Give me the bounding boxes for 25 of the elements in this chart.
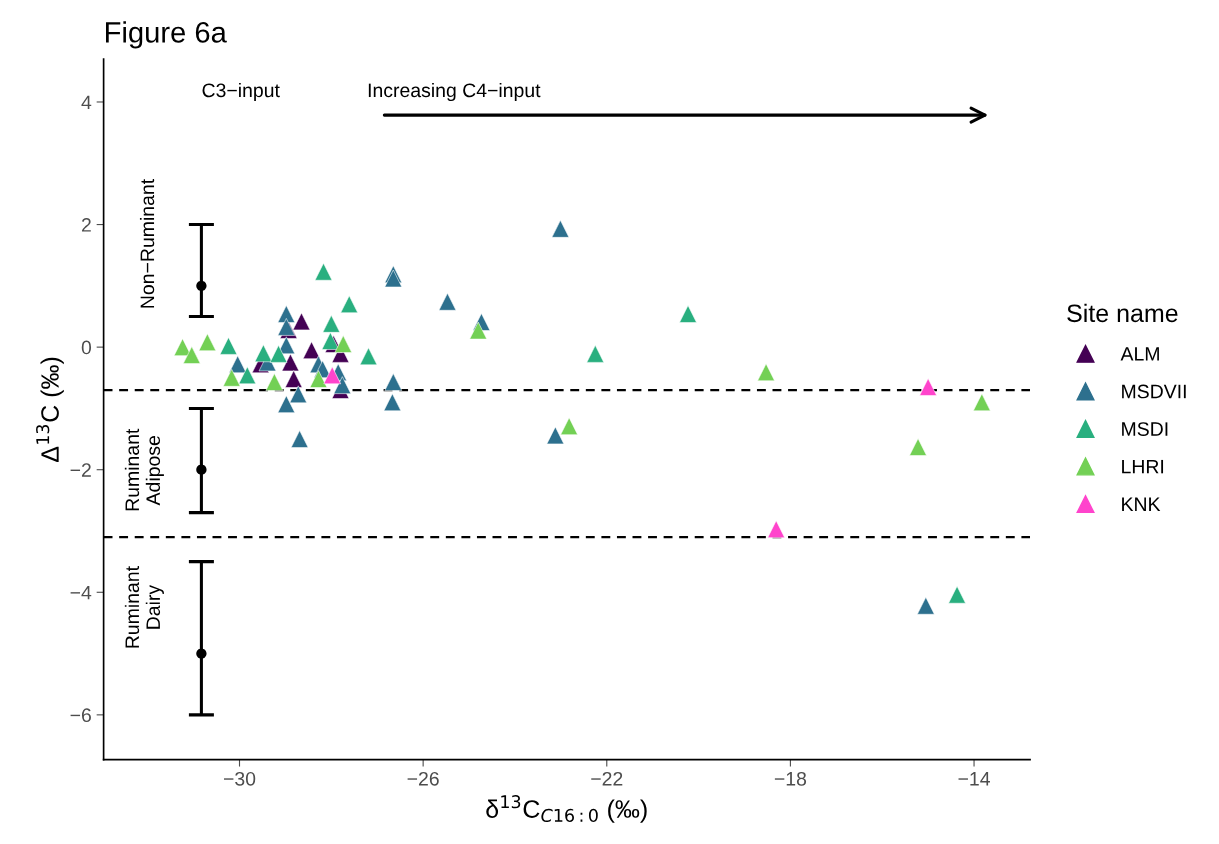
legend-label: MSDI <box>1122 422 1168 436</box>
y-tick-label: 4 <box>81 95 92 110</box>
y-tick-label: −2 <box>70 463 91 477</box>
y-tick-label: 2 <box>81 218 91 232</box>
x-axis-title: δ$^{13}$C$_{C16:0}$ (‰) <box>486 795 647 823</box>
chart-title: Figure 6a <box>106 21 227 49</box>
annotation: Ruminant Adipose <box>124 428 164 511</box>
x-tick-label: −26 <box>407 771 439 786</box>
x-tick-label: −14 <box>958 772 990 786</box>
legend-label: LHRI <box>1122 459 1164 474</box>
legend-label: KNK <box>1122 497 1161 511</box>
y-axis-title: Δ$^{13}$C (‰) <box>36 357 64 462</box>
annotation: Non−Ruminant <box>139 179 155 308</box>
y-tick-label: −4 <box>70 585 92 600</box>
annotation: Ruminant Dairy <box>124 566 164 648</box>
legend-title: Site name <box>1067 303 1178 323</box>
legend-label: ALM <box>1120 347 1159 361</box>
annotation: C3−input <box>202 82 280 102</box>
x-tick-label: −30 <box>223 771 256 786</box>
x-tick-label: −22 <box>591 771 623 786</box>
annotation: Increasing C4−input <box>368 82 541 102</box>
y-tick-label: 0 <box>81 340 92 355</box>
y-tick-label: −6 <box>70 708 91 723</box>
x-tick-label: −18 <box>774 771 807 786</box>
legend-label: MSDVII <box>1122 384 1186 399</box>
